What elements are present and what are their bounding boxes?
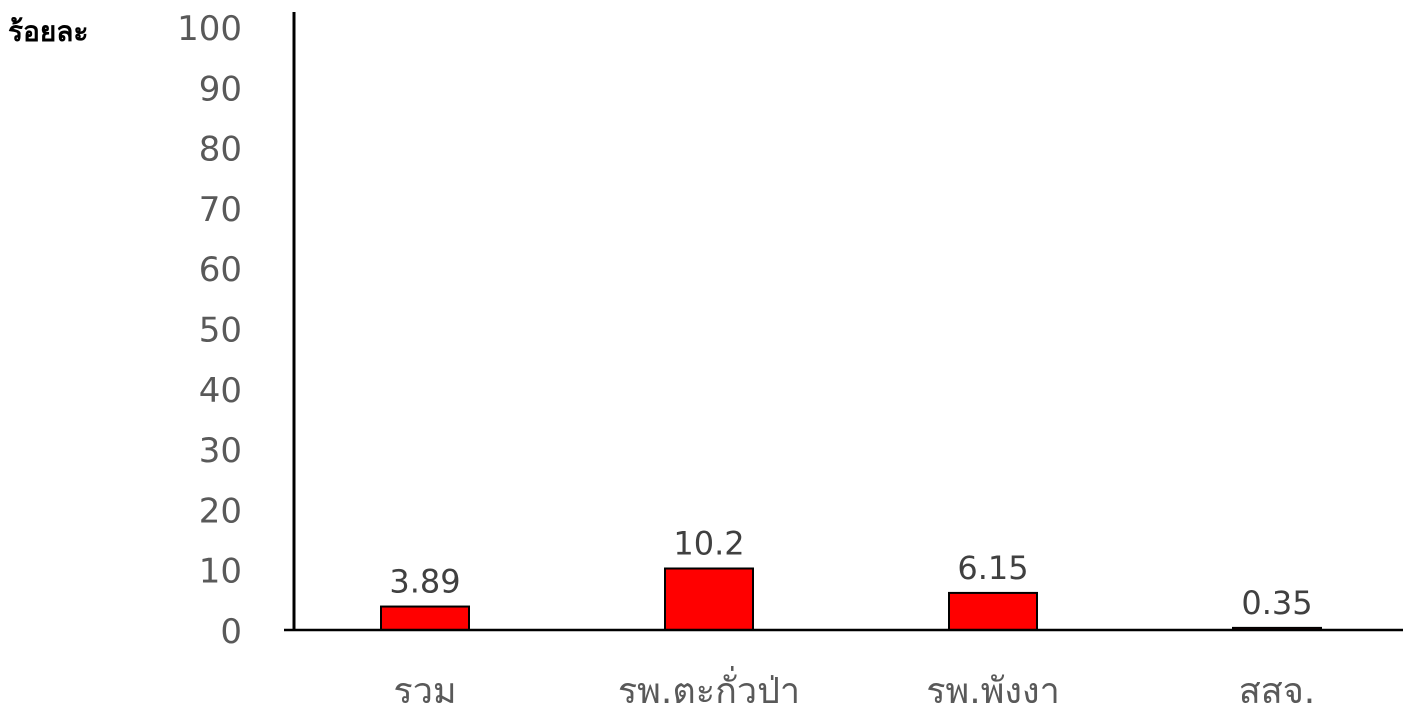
y-tick-label: 30 (199, 431, 242, 471)
y-tick-label: 10 (199, 552, 242, 592)
y-tick-label: 20 (199, 491, 242, 531)
y-tick-label: 100 (177, 9, 242, 49)
y-tick-label: 40 (199, 371, 242, 411)
bar (380, 605, 470, 631)
data-label: 6.15 (957, 549, 1028, 587)
y-tick-label: 90 (199, 69, 242, 109)
x-tick-label: รพ.ตะกั่วป่า (618, 666, 800, 705)
y-tick-label: 60 (199, 250, 242, 290)
y-tick-label: 70 (199, 190, 242, 230)
data-label: 0.35 (1241, 584, 1312, 622)
x-tick-label: รวม (393, 671, 456, 705)
bar (948, 591, 1038, 632)
y-tick-label: 80 (199, 130, 242, 170)
x-tick-label: รพ.พังงา (926, 671, 1060, 705)
data-label: 10.2 (673, 524, 744, 562)
y-axis-label: ร้อยละ (8, 15, 89, 48)
y-tick-label: 50 (199, 311, 242, 351)
x-tick-label: สสจ. (1239, 671, 1315, 705)
data-label: 3.89 (389, 563, 460, 601)
bar (664, 567, 754, 632)
y-tick-label: 0 (220, 612, 242, 652)
